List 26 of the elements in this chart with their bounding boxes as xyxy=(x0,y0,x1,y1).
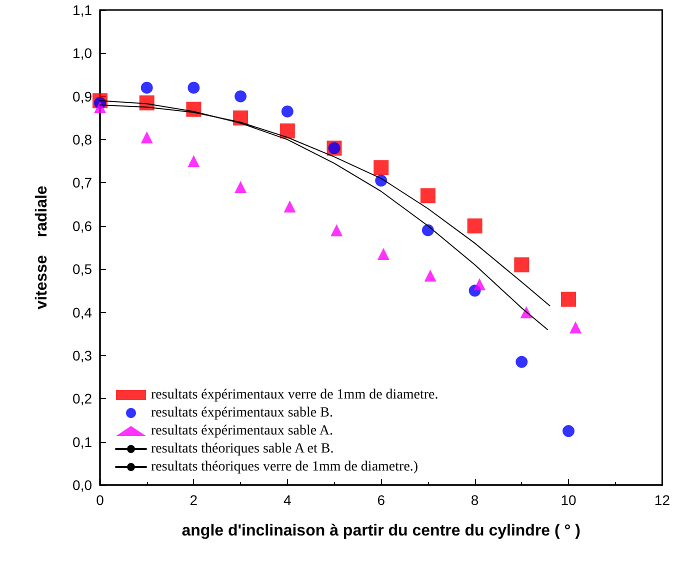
x-tick-label: 6 xyxy=(377,492,386,508)
legend-label: resultats théoriques sable A et B. xyxy=(151,442,334,456)
x-tick-label: 8 xyxy=(470,492,479,508)
legend-label: resultats éxpérimentaux sable A. xyxy=(151,424,333,438)
y-tick-label: 0,9 xyxy=(72,88,92,104)
x-tick-label: 4 xyxy=(284,492,292,508)
y-axis-title: vitesse radiale xyxy=(34,186,50,310)
x-tick-label: 12 xyxy=(654,492,670,508)
legend-label: resultats éxpérimentaux sable B. xyxy=(151,406,333,420)
x-tick-label: 2 xyxy=(190,492,198,508)
x-axis-title: angle d'inclinaison à partir du centre du cylindre ( ° ) xyxy=(182,522,580,540)
y-tick-label: 0,8 xyxy=(72,132,92,148)
y-tick-label: 0,5 xyxy=(72,261,92,278)
x-tick-label: 0 xyxy=(96,492,104,508)
y-tick-label: 0,3 xyxy=(72,347,92,364)
y-tick-label: 0,1 xyxy=(72,434,92,450)
legend-label: resultats théoriques verre de 1mm de diametre.) xyxy=(151,460,418,474)
y-tick-label: 0,0 xyxy=(72,477,92,493)
legend-label: resultats éxpérimentaux verre de 1mm de diametre. xyxy=(151,388,438,402)
y-tick-label: 0,4 xyxy=(72,304,92,320)
y-tick-label: 1,0 xyxy=(72,45,92,62)
x-tick-label: 10 xyxy=(560,492,577,508)
y-tick-label: 0,2 xyxy=(72,390,92,407)
y-tick-label: 0,6 xyxy=(72,218,92,234)
y-tick-label: 1,1 xyxy=(72,2,92,18)
y-tick-label: 0,7 xyxy=(72,174,92,191)
